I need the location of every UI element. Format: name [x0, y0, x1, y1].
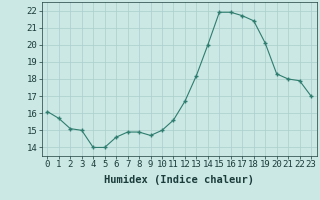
X-axis label: Humidex (Indice chaleur): Humidex (Indice chaleur)	[104, 175, 254, 185]
